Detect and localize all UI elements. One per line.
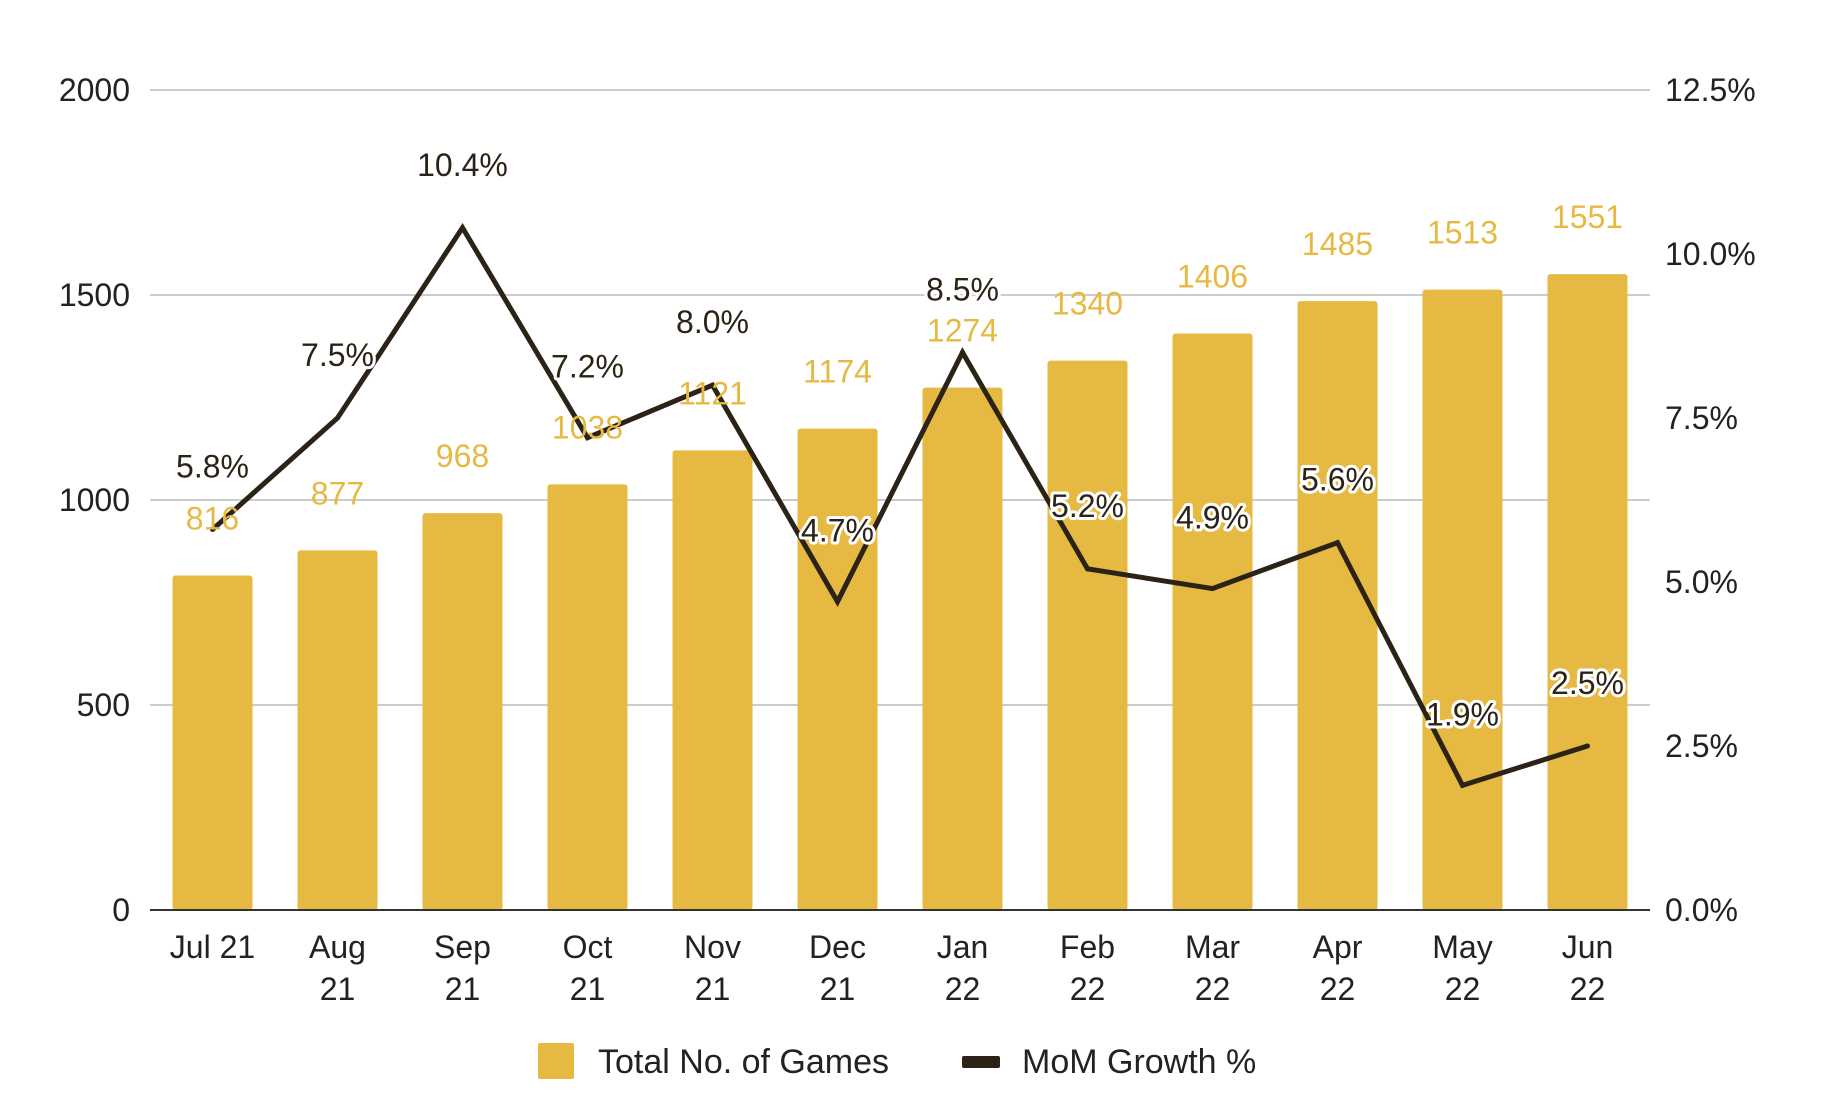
bar-value-label: 877: [311, 475, 364, 511]
bar-value-label: 1274: [927, 313, 998, 349]
bar: [672, 450, 753, 910]
line-value-label: 4.9%: [1176, 500, 1249, 536]
x-axis-tick-label: Mar: [1185, 929, 1240, 965]
line-value-label: 10.4%: [417, 147, 508, 183]
axes: 0 500 1000 1500 2000 0.0% 2.5% 5.0% 7.5% 10.0% 12.…: [59, 72, 1756, 1007]
line-point: [1585, 743, 1590, 749]
x-axis-tick-label: 22: [945, 971, 981, 1007]
x-axis-tick-label: 22: [1445, 971, 1481, 1007]
data-labels: 816 877 968 1038 1121 1174 1274 1340 1406 1485 151…: [173, 144, 1627, 736]
right-axis-tick-label: 7.5%: [1665, 400, 1738, 436]
x-axis-tick-label: 21: [570, 971, 606, 1007]
line-point: [210, 527, 215, 533]
line-point: [710, 382, 715, 388]
x-axis-tick-label: 21: [320, 971, 356, 1007]
line-point: [960, 349, 965, 355]
line-value-label: 7.2%: [551, 349, 624, 385]
legend-swatch-bars: [538, 1043, 574, 1079]
bar-value-label: 1485: [1302, 226, 1373, 262]
right-axis-tick-label: 5.0%: [1665, 564, 1738, 600]
bar-value-label: 816: [186, 500, 239, 536]
bar-value-label: 1121: [678, 375, 747, 411]
bar: [1297, 301, 1378, 910]
x-axis-tick-label: 22: [1195, 971, 1231, 1007]
right-axis-tick-label: 0.0%: [1665, 892, 1738, 928]
line-point: [1210, 586, 1215, 592]
x-axis-tick-label: Jun: [1562, 929, 1614, 965]
bar: [1047, 360, 1128, 911]
x-axis-tick-label: Aug: [309, 929, 366, 965]
bar-value-label: 1551: [1552, 199, 1623, 235]
x-axis-tick-label: Jul 21: [170, 929, 255, 965]
line-point: [460, 225, 465, 231]
bar: [922, 387, 1003, 910]
bar-value-label: 1038: [552, 409, 623, 445]
right-axis-tick-label: 12.5%: [1665, 72, 1756, 108]
bar-value-label: 1513: [1427, 215, 1498, 251]
line-value-label: 1.9%: [1426, 696, 1499, 732]
bar-value-label: 968: [436, 438, 489, 474]
x-axis-tick-label: 22: [1070, 971, 1106, 1007]
line-point: [1085, 566, 1090, 572]
x-axis-tick-label: Sep: [434, 929, 491, 965]
x-axis-tick-label: 21: [820, 971, 856, 1007]
x-axis-tick-label: 21: [695, 971, 731, 1007]
line-value-label: 4.7%: [801, 513, 874, 549]
line-series: [210, 223, 1590, 789]
right-axis-tick-label: 2.5%: [1665, 728, 1738, 764]
line-point: [1460, 782, 1465, 788]
line-value-label: 5.8%: [176, 449, 249, 485]
x-axis-tick-label: Feb: [1060, 929, 1115, 965]
line-value-label: 5.6%: [1301, 462, 1374, 498]
x-axis-tick-label: May: [1432, 929, 1492, 965]
line-point: [835, 599, 840, 605]
right-axis-tick-label: 10.0%: [1665, 236, 1756, 272]
left-axis-tick-label: 500: [77, 687, 130, 723]
bar: [422, 513, 503, 910]
x-axis-tick-label: Jan: [937, 929, 989, 965]
bar-series: [172, 274, 1628, 911]
bar: [172, 575, 253, 910]
legend: Total No. of Games MoM Growth %: [538, 1043, 1256, 1081]
left-axis-tick-label: 0: [112, 892, 130, 928]
growth-line: [210, 223, 1589, 789]
x-axis-tick-label: Dec: [809, 929, 866, 965]
line-point: [1335, 540, 1340, 546]
line-point: [585, 435, 590, 441]
line-value-label: 8.5%: [926, 271, 999, 307]
line-value-label: 2.5%: [1551, 665, 1624, 701]
line-value-label: 8.0%: [676, 304, 749, 340]
x-axis-tick-label: 21: [445, 971, 481, 1007]
bar: [297, 550, 378, 910]
bar-value-label: 1340: [1052, 286, 1123, 322]
bar: [1547, 274, 1628, 911]
line-value-label: 7.5%: [301, 337, 374, 373]
bar-value-label: 1174: [803, 354, 872, 390]
legend-label-bars: Total No. of Games: [598, 1043, 889, 1081]
bar: [547, 484, 628, 910]
bar: [797, 428, 878, 910]
gridlines: [150, 89, 1650, 706]
x-axis-tick-label: 22: [1570, 971, 1606, 1007]
x-axis-tick-label: 22: [1320, 971, 1356, 1007]
x-axis-tick-label: Apr: [1313, 929, 1363, 965]
bar: [1422, 289, 1503, 910]
left-axis-tick-label: 1500: [59, 277, 130, 313]
left-axis-tick-label: 2000: [59, 72, 130, 108]
x-axis-tick-label: Nov: [684, 929, 741, 965]
legend-swatch-line: [962, 1056, 1000, 1068]
legend-label-line: MoM Growth %: [1022, 1043, 1256, 1081]
line-value-label: 5.2%: [1051, 488, 1124, 524]
bar: [1172, 333, 1253, 910]
x-axis-tick-label: Oct: [563, 929, 613, 965]
line-point: [335, 415, 340, 421]
left-axis-tick-label: 1000: [59, 482, 130, 518]
bar-value-label: 1406: [1177, 259, 1248, 295]
